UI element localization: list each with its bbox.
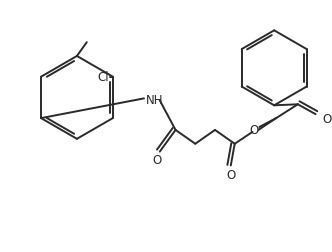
Text: O: O (152, 153, 161, 166)
Text: O: O (322, 112, 332, 125)
Text: O: O (250, 124, 259, 137)
Text: NH: NH (146, 93, 163, 106)
Text: O: O (226, 168, 235, 181)
Text: Cl: Cl (97, 71, 109, 84)
